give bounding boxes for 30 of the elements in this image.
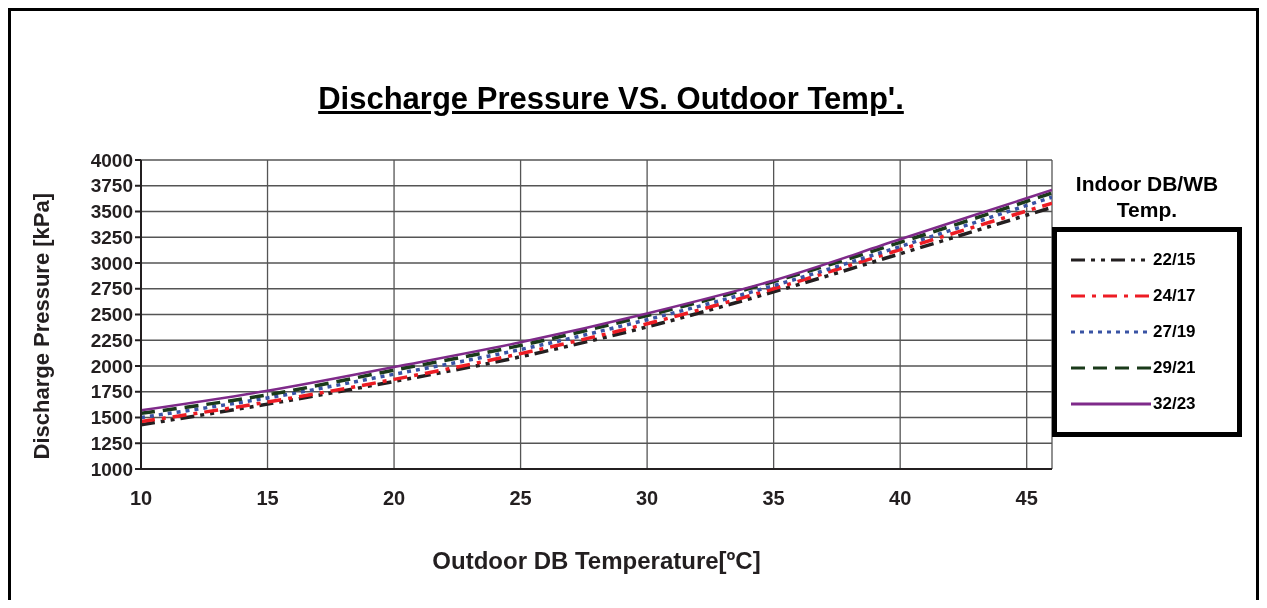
legend-label: 32/23 <box>1153 394 1196 414</box>
y-tick-label: 1500 <box>90 407 133 429</box>
x-tick-label: 25 <box>509 487 532 510</box>
y-tick-label: 1000 <box>90 458 133 480</box>
y-tick-label: 1750 <box>90 381 133 403</box>
y-tick-label: 3250 <box>90 226 133 248</box>
y-tick-label: 2000 <box>90 355 133 377</box>
y-tick-label: 2750 <box>90 278 133 300</box>
x-tick-label: 30 <box>635 487 659 510</box>
x-tick-label: 15 <box>256 487 279 510</box>
x-tick-label: 35 <box>762 487 785 510</box>
legend-label: 22/15 <box>1153 250 1196 270</box>
y-tick-label: 3000 <box>90 252 133 274</box>
y-tick-label: 4000 <box>90 149 133 171</box>
legend-label: 29/21 <box>1153 358 1196 378</box>
y-axis-title: Discharge Pressure [kPa] <box>28 192 54 460</box>
legend-label: 27/19 <box>1153 322 1196 342</box>
y-tick-label: 2250 <box>90 329 133 351</box>
chart-title: Discharge Pressure VS. Outdoor Temp'. <box>317 81 905 117</box>
x-axis-title: Outdoor DB Temperature[ºC] <box>432 547 761 574</box>
x-tick-label: 40 <box>889 487 912 510</box>
x-tick-label: 45 <box>1015 487 1038 510</box>
y-tick-label: 3750 <box>90 175 133 197</box>
legend-label: 24/17 <box>1153 286 1196 306</box>
y-tick-label: 1250 <box>90 432 133 454</box>
legend-title: Indoor DB/WB Temp. <box>1074 171 1220 223</box>
y-tick-label: 3500 <box>90 201 133 223</box>
y-tick-label: 2500 <box>90 304 133 326</box>
x-tick-label: 20 <box>382 487 406 510</box>
x-tick-label: 10 <box>129 487 153 510</box>
